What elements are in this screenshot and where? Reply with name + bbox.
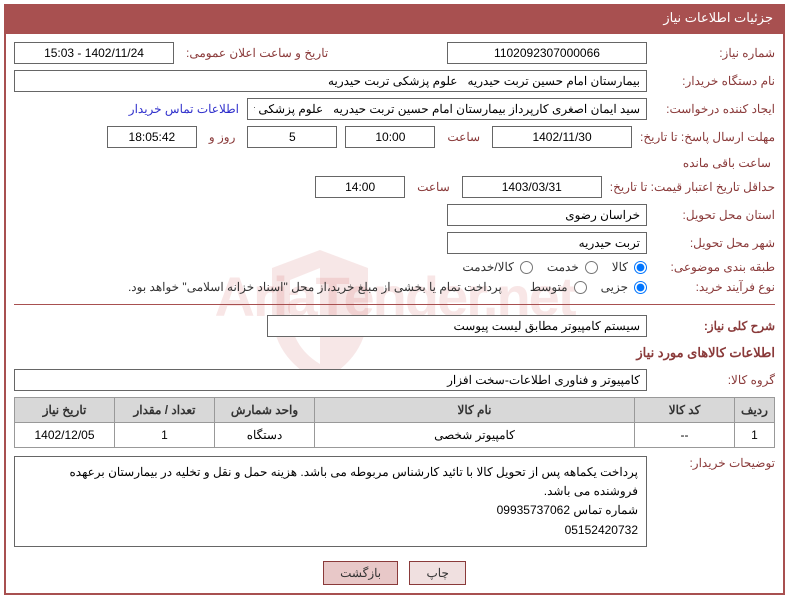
validity-label: حداقل تاریخ اعتبار قیمت: تا تاریخ:: [610, 180, 775, 194]
city-input[interactable]: [447, 232, 647, 254]
button-row: چاپ بازگشت: [14, 553, 775, 585]
payment-note: پرداخت تمام یا بخشی از مبلغ خرید،از محل …: [128, 280, 502, 294]
td-date: 1402/12/05: [15, 423, 115, 448]
td-qty: 1: [115, 423, 215, 448]
goods-group-label: گروه کالا:: [655, 373, 775, 387]
buyer-input[interactable]: [14, 70, 647, 92]
request-number-label: شماره نیاز:: [655, 46, 775, 60]
panel-title: جزئیات اطلاعات نیاز: [4, 4, 785, 32]
cat-goods-radio[interactable]: کالا: [612, 260, 647, 274]
back-button[interactable]: بازگشت: [323, 561, 398, 585]
deadline-time-input[interactable]: [345, 126, 435, 148]
deadline-date-input[interactable]: [492, 126, 632, 148]
th-qty: تعداد / مقدار: [115, 398, 215, 423]
panel-body: شماره نیاز: تاریخ و ساعت اعلان عمومی: نا…: [4, 32, 785, 595]
th-name: نام کالا: [315, 398, 635, 423]
td-name: کامپیوتر شخصی: [315, 423, 635, 448]
buyer-notes-box: پرداخت یکماهه پس از تحویل کالا با تائید …: [14, 456, 647, 547]
proc-medium-label: متوسط: [530, 280, 568, 294]
deadline-label: مهلت ارسال پاسخ: تا تاریخ:: [640, 130, 775, 144]
table-row: 1 -- کامپیوتر شخصی دستگاه 1 1402/12/05: [15, 423, 775, 448]
proc-partial-radio[interactable]: جزیی: [601, 280, 647, 294]
province-input[interactable]: [447, 204, 647, 226]
contact-link[interactable]: اطلاعات تماس خریدار: [129, 102, 239, 116]
province-label: استان محل تحویل:: [655, 208, 775, 222]
city-label: شهر محل تحویل:: [655, 236, 775, 250]
divider-1: [14, 304, 775, 305]
validity-date-input[interactable]: [462, 176, 602, 198]
process-label: نوع فرآیند خرید:: [655, 280, 775, 294]
requester-label: ایجاد کننده درخواست:: [655, 102, 775, 116]
validity-time-input[interactable]: [315, 176, 405, 198]
td-code: --: [635, 423, 735, 448]
proc-partial-label: جزیی: [601, 280, 628, 294]
process-radio-group: جزیی متوسط: [530, 280, 647, 294]
goods-info-label: اطلاعات کالاهای مورد نیاز: [14, 345, 775, 361]
th-row: ردیف: [735, 398, 775, 423]
proc-medium-radio[interactable]: متوسط: [530, 280, 587, 294]
cat-goods-label: کالا: [612, 260, 628, 274]
goods-table: ردیف کد کالا نام کالا واحد شمارش تعداد /…: [14, 397, 775, 448]
category-radio-group: کالا خدمت کالا/خدمت: [462, 260, 647, 274]
cat-service-label: خدمت: [547, 260, 579, 274]
cat-goods-service-label: کالا/خدمت: [462, 260, 513, 274]
days-label: روز و: [205, 130, 240, 144]
td-unit: دستگاه: [215, 423, 315, 448]
summary-input[interactable]: [267, 315, 647, 337]
days-remaining-input[interactable]: [247, 126, 337, 148]
category-label: طبقه بندی موضوعی:: [655, 260, 775, 274]
buyer-notes-label: توضیحات خریدار:: [655, 456, 775, 470]
announce-date-label: تاریخ و ساعت اعلان عمومی:: [182, 46, 332, 60]
print-button[interactable]: چاپ: [409, 561, 465, 585]
buyer-label: نام دستگاه خریدار:: [655, 74, 775, 88]
deadline-time-label: ساعت: [443, 130, 484, 144]
requester-input[interactable]: [247, 98, 647, 120]
th-code: کد کالا: [635, 398, 735, 423]
announce-date-input[interactable]: [14, 42, 174, 64]
cat-goods-service-radio[interactable]: کالا/خدمت: [462, 260, 532, 274]
buyer-notes-line3: 05152420732: [23, 521, 638, 540]
buyer-notes-line1: پرداخت یکماهه پس از تحویل کالا با تائید …: [23, 463, 638, 501]
countdown-input[interactable]: [107, 126, 197, 148]
summary-label: شرح کلی نیاز:: [655, 319, 775, 333]
validity-time-label: ساعت: [413, 180, 454, 194]
request-number-input[interactable]: [447, 42, 647, 64]
remaining-label: ساعت باقی مانده: [679, 156, 775, 170]
cat-service-radio[interactable]: خدمت: [547, 260, 598, 274]
th-unit: واحد شمارش: [215, 398, 315, 423]
td-row: 1: [735, 423, 775, 448]
goods-group-input[interactable]: [14, 369, 647, 391]
th-date: تاریخ نیاز: [15, 398, 115, 423]
buyer-notes-line2: شماره تماس 09935737062: [23, 501, 638, 520]
